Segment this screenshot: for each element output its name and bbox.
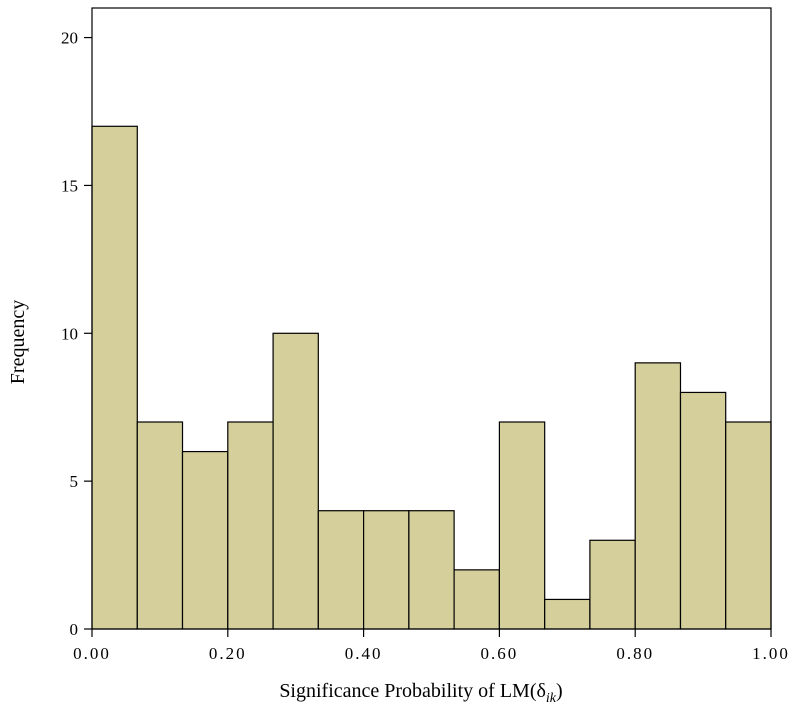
- bars-group: [91, 125, 772, 630]
- histogram-bar: [181, 450, 229, 630]
- x-tick-label: 0.20: [209, 644, 247, 663]
- x-tick-label: 0.40: [345, 644, 383, 663]
- histogram-bar: [544, 598, 591, 630]
- histogram-bar: [679, 391, 727, 630]
- plot-frame: [91, 7, 772, 630]
- histogram-bar: [634, 362, 682, 630]
- histogram-bar: [363, 510, 410, 630]
- histogram-bar: [272, 332, 319, 630]
- x-tick-label: 0.60: [481, 644, 519, 663]
- y-axis: 0 5 10 15 20: [61, 29, 92, 639]
- histogram-bar: [408, 510, 455, 630]
- histogram-bar: [725, 421, 772, 630]
- histogram-bar: [227, 421, 274, 630]
- y-tick-label: 5: [70, 472, 79, 491]
- y-axis-title: Frequency: [7, 300, 29, 384]
- x-axis-title: Significance Probability of LM(δik): [279, 680, 562, 703]
- x-axis-title-main: Significance Probability of LM(δ: [279, 680, 546, 702]
- x-tick-label: 1.00: [752, 644, 790, 663]
- histogram-bar: [589, 539, 636, 630]
- histogram-bar: [317, 510, 365, 630]
- y-tick-label: 10: [61, 324, 78, 343]
- histogram-bar: [136, 421, 184, 630]
- histogram-bar: [91, 125, 138, 630]
- y-tick-label: 15: [61, 176, 78, 195]
- x-tick-label: 0.80: [616, 644, 654, 663]
- y-tick-label: 0: [70, 620, 79, 639]
- x-axis-title-subscript: ik: [546, 691, 557, 703]
- y-tick-label: 20: [61, 29, 78, 48]
- x-axis-title-close: ): [556, 680, 563, 702]
- histogram-bar: [498, 421, 546, 630]
- x-tick-label: 0.00: [73, 644, 111, 663]
- histogram-bar: [453, 569, 500, 630]
- x-axis: 0.00 0.20 0.40 0.60 0.80 1.00: [73, 629, 790, 663]
